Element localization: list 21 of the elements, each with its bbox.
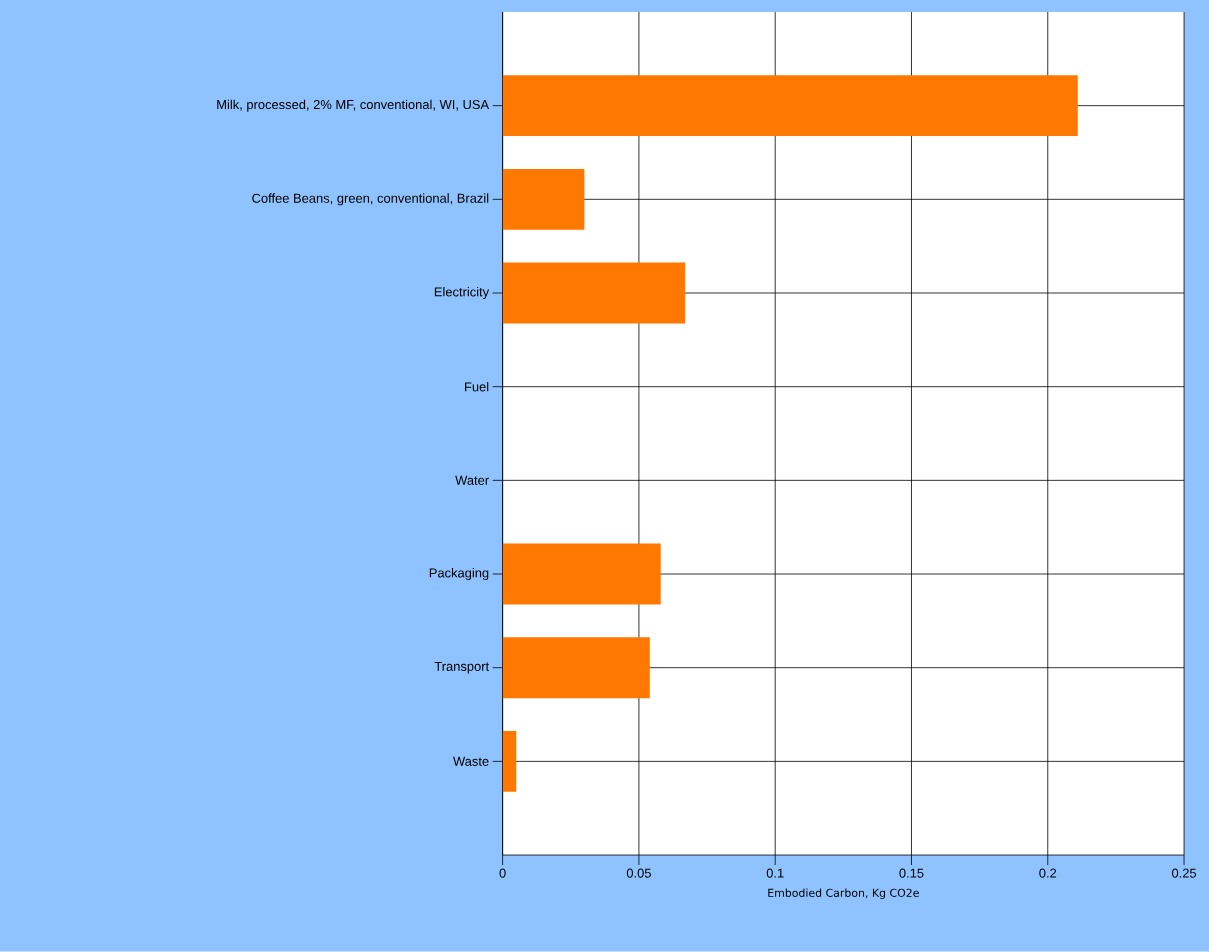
y-tick-label: Milk, processed, 2% MF, conventional, WI, USA (217, 99, 490, 112)
bar (502, 543, 661, 605)
bar (502, 75, 1078, 137)
y-tick-label: Fuel (465, 382, 489, 392)
y-tick-label: Packaging (429, 568, 489, 581)
x-axis-title: Embodied Carbon, Kg CO2e (768, 888, 919, 900)
y-tick-label: Coffee Beans, green, conventional, Brazil (252, 193, 489, 206)
bar (502, 637, 650, 699)
x-tick-label: 0.15 (899, 868, 924, 878)
x-tick-label: 0.05 (626, 868, 651, 878)
bar (502, 168, 585, 230)
x-tick-label: 0 (499, 868, 506, 878)
y-tick-label: Water (455, 475, 489, 485)
bar (502, 731, 517, 792)
y-tick-label: Electricity (434, 287, 490, 300)
bar (502, 262, 686, 324)
x-tick-label: 0.25 (1171, 868, 1197, 878)
x-tick-label: 0.1 (766, 868, 784, 878)
x-tick-label: 0.2 (1039, 868, 1057, 878)
y-tick-label: Waste (453, 756, 489, 766)
y-tick-label: Transport (434, 662, 490, 674)
